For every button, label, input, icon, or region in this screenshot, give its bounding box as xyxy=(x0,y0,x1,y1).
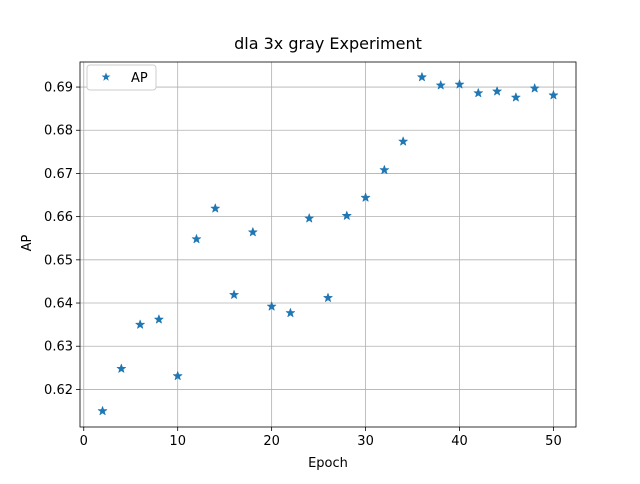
y-tick-label: 0.69 xyxy=(44,81,73,96)
data-point xyxy=(173,371,183,381)
plot-frame xyxy=(79,61,577,428)
data-point xyxy=(266,301,277,311)
data-point xyxy=(135,319,145,329)
data-point xyxy=(454,79,465,89)
y-tick-label: 0.64 xyxy=(44,297,73,312)
data-point xyxy=(417,72,427,82)
x-tick-label: 10 xyxy=(169,434,186,449)
x-tick-label: 30 xyxy=(357,434,374,449)
y-tick-label: 0.63 xyxy=(44,340,73,355)
data-point xyxy=(285,308,296,317)
y-axis-label: AP xyxy=(20,234,35,251)
grid-layer xyxy=(80,62,576,427)
legend-label-ap: AP xyxy=(131,71,148,86)
data-point xyxy=(360,192,371,202)
data-point xyxy=(511,92,521,102)
data-point xyxy=(548,90,559,100)
y-tick-label: 0.62 xyxy=(44,383,73,398)
y-tick-label: 0.67 xyxy=(44,167,73,182)
data-point xyxy=(492,86,502,96)
data-point xyxy=(191,234,202,244)
y-tick-label: 0.68 xyxy=(44,124,73,139)
x-tick-label: 20 xyxy=(263,434,280,449)
data-point xyxy=(379,165,390,175)
data-point xyxy=(229,289,239,299)
data-point xyxy=(342,210,352,220)
legend-box xyxy=(86,64,157,91)
chart-title: dla 3x gray Experiment xyxy=(234,34,422,53)
tick-layer: 0 10 20 30 40 50 0.62 0.63 0.64 0.65 0.66 0.67 0.68 0… xyxy=(44,81,562,449)
data-point xyxy=(97,406,108,416)
legend-marker-star xyxy=(101,72,111,81)
x-tick-label: 0 xyxy=(80,434,88,449)
point-layer xyxy=(97,72,559,416)
data-point xyxy=(398,136,408,146)
data-point xyxy=(154,314,164,324)
legend: AP xyxy=(86,64,157,91)
x-axis-label: Epoch xyxy=(308,456,348,471)
y-tick-label: 0.66 xyxy=(44,210,73,225)
x-tick-label: 50 xyxy=(545,434,562,449)
data-point xyxy=(436,80,446,90)
data-point xyxy=(248,227,258,237)
data-point xyxy=(116,363,127,373)
data-point xyxy=(210,203,220,213)
y-tick-label: 0.65 xyxy=(44,253,73,268)
data-point xyxy=(473,88,483,98)
data-point xyxy=(323,292,333,302)
data-point xyxy=(529,83,540,93)
data-point xyxy=(304,213,314,223)
x-tick-label: 40 xyxy=(451,434,468,449)
